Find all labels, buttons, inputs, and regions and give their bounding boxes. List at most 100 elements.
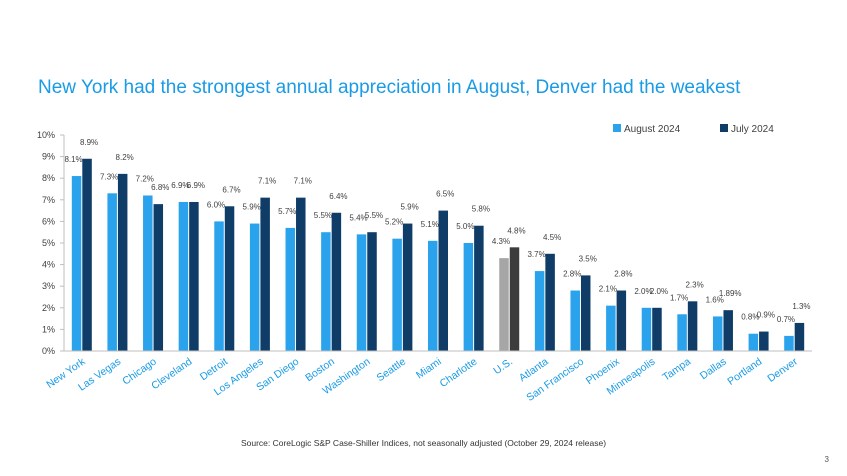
data-label-august-u-s: 4.3% (492, 237, 510, 246)
bar-july-chicago (153, 204, 164, 351)
data-label-july-new-york: 8.9% (80, 138, 98, 147)
data-label-july-boston: 6.4% (329, 192, 347, 201)
bar-august-u-s (499, 258, 509, 351)
y-axis: 0% 1% 2% 3% 4% 5% 6% 7% 8% 9% 10% (37, 130, 65, 356)
bar-august-washington (356, 234, 367, 351)
data-label-august-detroit: 6.0% (207, 200, 225, 209)
y-tick-label: 10% (37, 130, 55, 140)
data-label-july-portland: 0.9% (757, 311, 775, 320)
data-label-august-phoenix: 2.1% (599, 285, 617, 294)
data-label-july-atlanta: 4.5% (543, 233, 561, 242)
bar-july-u-s (509, 247, 520, 351)
legend: August 2024 July 2024 (613, 124, 774, 135)
bar-august-dallas (712, 316, 723, 351)
data-label-august-cleveland: 6.9% (171, 181, 189, 190)
x-tick-label-charlotte: Charlotte (438, 356, 480, 390)
y-tick-label: 4% (42, 260, 55, 270)
x-tick-label-portland: Portland (725, 356, 764, 388)
bar-july-boston (331, 212, 342, 351)
data-label-july-los-angeles: 7.1% (258, 177, 276, 186)
data-label-august-charlotte: 5.0% (456, 222, 474, 231)
data-label-august-los-angeles: 5.9% (243, 203, 261, 212)
bar-july-portland (759, 331, 769, 351)
data-label-july-phoenix: 2.8% (614, 270, 632, 279)
bar-august-los-angeles (249, 223, 260, 351)
data-label-july-seattle: 5.9% (401, 203, 419, 212)
data-label-july-san-diego: 7.1% (294, 177, 312, 186)
data-label-july-las-vegas: 8.2% (116, 153, 134, 162)
data-label-august-tampa: 1.7% (670, 293, 688, 302)
bar-august-boston (321, 232, 331, 351)
data-label-august-boston: 5.5% (314, 211, 332, 220)
x-tick-label-cleveland: Cleveland (149, 356, 194, 393)
bar-august-atlanta (534, 271, 545, 351)
bar-july-detroit (224, 206, 235, 351)
bar-july-seattle (402, 223, 413, 351)
bar-july-minneapolis (652, 307, 662, 351)
data-label-july-u-s: 4.8% (507, 226, 525, 235)
bar-july-phoenix (616, 290, 627, 351)
data-label-july-charlotte: 5.8% (472, 205, 490, 214)
bar-july-san-francisco (580, 275, 591, 351)
chart-title: New York had the strongest annual apprec… (38, 77, 741, 98)
data-label-august-san-diego: 5.7% (278, 207, 296, 216)
data-label-august-atlanta: 3.7% (527, 250, 545, 259)
bar-august-san-francisco (570, 290, 580, 351)
bar-july-san-diego (296, 197, 306, 351)
data-label-july-dallas: 1.89% (719, 289, 742, 298)
x-tick-label-dallas: Dallas (698, 356, 729, 383)
x-tick-label-denver: Denver (765, 355, 800, 385)
y-tick-label: 8% (42, 173, 55, 183)
data-label-july-san-francisco: 3.5% (579, 254, 597, 263)
bar-august-detroit (214, 221, 224, 351)
y-tick-label: 5% (42, 238, 55, 248)
data-label-august-minneapolis: 2.0% (634, 287, 652, 296)
data-label-july-cleveland: 6.9% (187, 181, 205, 190)
data-label-august-las-vegas: 7.3% (100, 172, 118, 181)
y-tick-label: 7% (42, 195, 55, 205)
data-label-august-chicago: 7.2% (136, 174, 154, 183)
bar-july-charlotte (474, 225, 484, 351)
bar-series-group (71, 158, 805, 351)
bar-august-denver (784, 335, 794, 351)
bar-august-chicago (143, 195, 153, 351)
bar-august-phoenix (606, 305, 616, 351)
data-label-august-dallas: 1.6% (706, 295, 724, 304)
page-number: 3 (824, 455, 829, 464)
source-note: Source: CoreLogic S&P Case-Shiller Indic… (240, 438, 607, 448)
data-label-august-new-york: 8.1% (64, 155, 82, 164)
bar-august-tampa (677, 314, 687, 351)
x-tick-label-u-s: U.S. (491, 356, 515, 378)
data-label-july-minneapolis: 2.0% (650, 287, 668, 296)
data-label-august-san-francisco: 2.8% (563, 270, 581, 279)
y-tick-label: 2% (42, 303, 55, 313)
legend-swatch-august (613, 124, 621, 132)
y-tick-label: 9% (42, 152, 55, 162)
bar-august-charlotte (463, 243, 474, 351)
bar-july-miami (438, 210, 448, 351)
legend-label-august: August 2024 (624, 124, 681, 135)
data-label-august-seattle: 5.2% (385, 218, 403, 227)
data-label-august-portland: 0.8% (741, 313, 759, 322)
bar-july-denver (794, 322, 805, 351)
data-label-august-washington: 5.4% (349, 213, 367, 222)
bar-august-new-york (71, 176, 82, 351)
legend-label-july: July 2024 (731, 124, 774, 135)
data-label-july-chicago: 6.8% (151, 183, 169, 192)
data-label-august-miami: 5.1% (421, 220, 439, 229)
bar-july-dallas (723, 310, 733, 351)
bar-july-new-york (82, 158, 92, 351)
data-label-august-denver: 0.7% (777, 315, 795, 324)
data-label-july-washington: 5.5% (365, 211, 383, 220)
data-label-july-tampa: 2.3% (685, 280, 703, 289)
bar-august-minneapolis (641, 307, 652, 351)
bar-july-los-angeles (260, 197, 270, 351)
x-tick-label-seattle: Seattle (374, 356, 408, 385)
x-tick-label-miami: Miami (414, 356, 444, 382)
bar-july-washington (367, 232, 377, 351)
bar-august-seattle (392, 238, 402, 351)
bar-august-miami (428, 240, 438, 351)
y-tick-label: 1% (42, 324, 55, 334)
